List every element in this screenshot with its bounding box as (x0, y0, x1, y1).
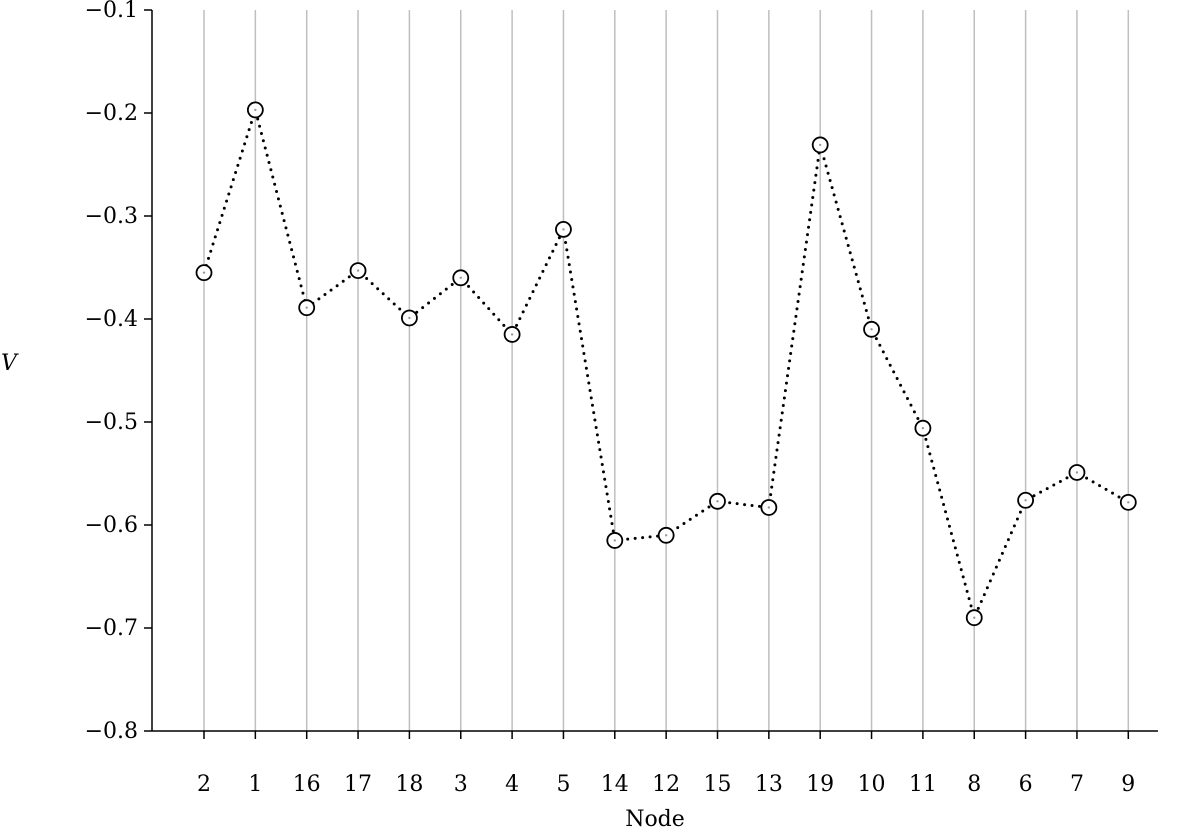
y-tick-label: −0.7 (85, 616, 138, 641)
data-point-center (305, 306, 308, 309)
y-tick-label: −0.2 (85, 101, 138, 126)
x-tick-label: 2 (197, 772, 211, 797)
data-point-center (408, 316, 411, 320)
data-point-center (973, 616, 976, 619)
grid (203, 10, 1130, 731)
x-tick-label: 4 (505, 772, 519, 797)
x-tick-label: 12 (652, 772, 680, 797)
y-tick-label: −0.1 (85, 0, 138, 23)
data-point-center (202, 271, 206, 274)
data-point-center (1024, 499, 1027, 502)
x-ticks: 2 1 16 17 18 3 4 5 14 12 15 13 19 10 11 8 6 7 9 (197, 731, 1135, 797)
x-tick-label: 13 (755, 772, 783, 797)
data-point-center (1127, 501, 1130, 504)
y-tick-label: −0.4 (85, 307, 138, 332)
x-tick-label: 16 (293, 772, 321, 797)
x-tick-label: 18 (395, 772, 423, 797)
x-tick-label: 17 (344, 772, 372, 797)
x-tick-label: 10 (858, 772, 886, 797)
x-axis-title: Node (625, 807, 685, 832)
data-point-center (767, 506, 771, 509)
x-tick-label: 6 (1019, 772, 1033, 797)
y-axis-title: V (1, 351, 19, 376)
data-point-center (613, 539, 616, 542)
axes (151, 10, 1158, 732)
x-tick-label: 11 (909, 772, 937, 797)
data-point-center (664, 534, 668, 537)
x-tick-label: 1 (248, 772, 262, 797)
data-point-center (870, 328, 873, 331)
y-tick-label: −0.8 (85, 719, 138, 744)
x-tick-label: 9 (1121, 772, 1135, 797)
data-point-center (356, 269, 360, 272)
x-tick-label: 3 (454, 772, 468, 797)
x-tick-label: 14 (601, 772, 629, 797)
y-ticks: −0.8 −0.7 −0.6 −0.5 −0.4 −0.3 −0.2 −0.1 (85, 0, 152, 744)
y-tick-label: −0.5 (85, 410, 138, 435)
y-tick-label: −0.3 (85, 204, 138, 229)
data-point-center (562, 228, 565, 231)
x-tick-label: 7 (1070, 772, 1084, 797)
x-tick-label: 8 (967, 772, 981, 797)
data-point-center (716, 500, 719, 503)
x-tick-label: 15 (704, 772, 732, 797)
data-point-center (459, 276, 462, 279)
series (195, 101, 1137, 627)
data-point-center (819, 143, 822, 147)
data-point-center (1075, 471, 1079, 474)
data-point-center (510, 333, 514, 336)
x-tick-label: 19 (806, 772, 834, 797)
y-tick-label: −0.6 (85, 513, 138, 538)
data-point-center (254, 108, 257, 112)
x-tick-label: 5 (556, 772, 570, 797)
data-point-center (921, 426, 925, 430)
